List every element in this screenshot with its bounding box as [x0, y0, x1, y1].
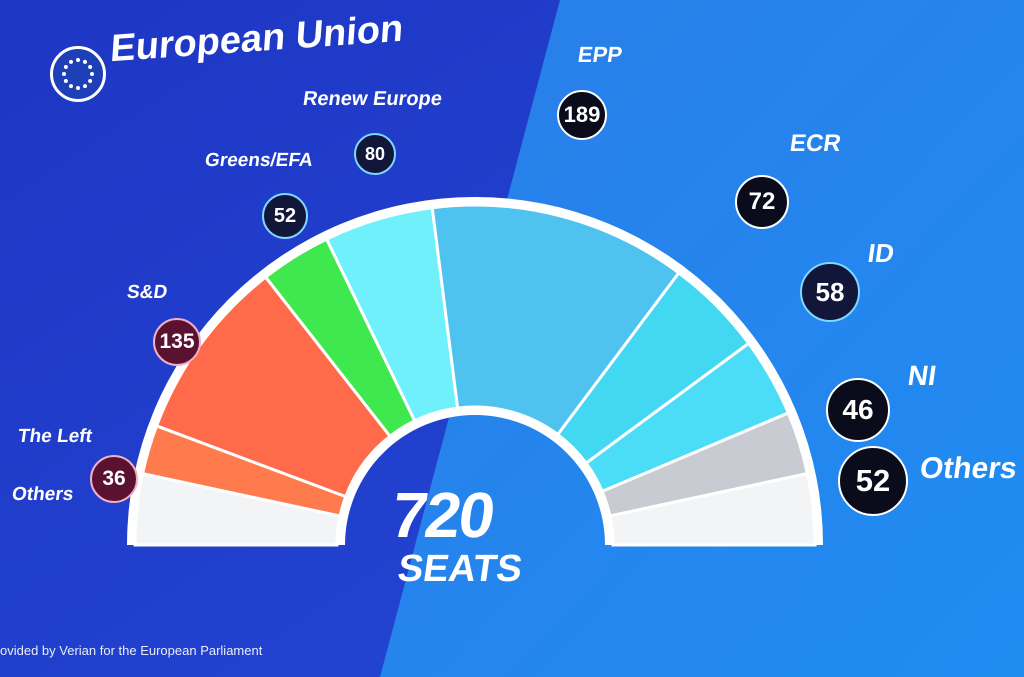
- party-name-label: Others: [917, 452, 1020, 485]
- eu-star-icon: [76, 58, 80, 62]
- eu-star-icon: [63, 65, 68, 69]
- party-name-label: NI: [905, 360, 939, 391]
- eu-star-icon: [69, 84, 73, 89]
- seat-count-badge: 72: [735, 175, 789, 229]
- seat-count-badge: 46: [826, 378, 890, 442]
- total-seats-unit: SEATS: [395, 548, 525, 590]
- eu-star-icon: [62, 72, 66, 76]
- eu-star-icon: [83, 84, 87, 89]
- party-name-label: EPP: [576, 42, 624, 67]
- eu-star-icon: [69, 59, 73, 64]
- seat-count-badge: 80: [354, 133, 396, 175]
- seat-count-badge: 135: [153, 318, 201, 366]
- seat-count-badge: 189: [557, 90, 607, 140]
- party-name-label: ID: [865, 238, 897, 268]
- source-credit: ovided by Verian for the European Parlia…: [0, 643, 263, 658]
- total-seats-value: 720: [386, 479, 498, 551]
- seat-segment-epp: [430, 203, 681, 437]
- party-name-label: The Left: [16, 426, 94, 447]
- seat-count-badge: 58: [800, 262, 860, 322]
- seat-count-badge: 36: [90, 455, 138, 503]
- seat-count-badge: 52: [262, 193, 308, 239]
- eu-star-icon: [76, 86, 80, 90]
- eu-star-icon: [83, 59, 87, 64]
- eu-star-icon: [88, 65, 93, 69]
- party-name-label: Greens/EFA: [203, 150, 315, 171]
- party-name-label: S&D: [125, 282, 169, 303]
- eu-star-icon: [63, 79, 68, 83]
- party-name-label: Renew Europe: [301, 88, 444, 110]
- seat-count-badge: 52: [838, 446, 908, 516]
- eu-star-icon: [88, 79, 93, 83]
- party-name-label: ECR: [788, 130, 843, 157]
- party-name-label: Others: [10, 484, 75, 505]
- seat-segment-others: [608, 471, 817, 547]
- eu-star-icon: [90, 72, 94, 76]
- eu-flag-icon: [50, 46, 106, 102]
- seat-segment-s-d: [154, 274, 393, 499]
